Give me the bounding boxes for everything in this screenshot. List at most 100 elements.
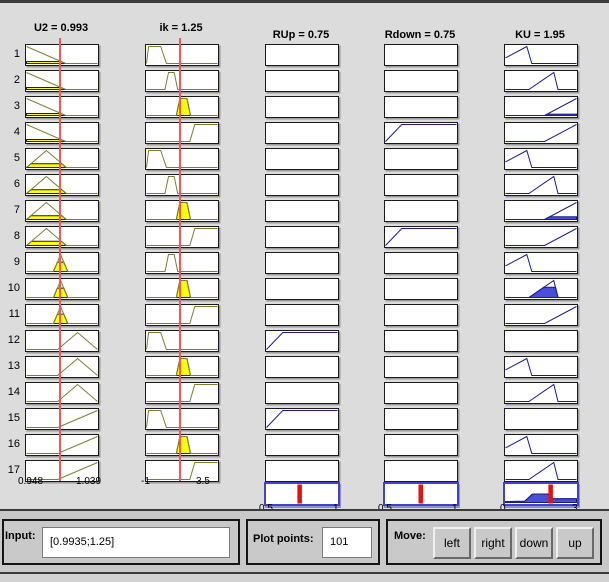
- rule-1-U2-plot[interactable]: [25, 44, 99, 66]
- move-left-button[interactable]: left: [433, 527, 471, 559]
- rule-13-Rdown-plot[interactable]: [384, 356, 458, 378]
- rule-9-Rdown-plot[interactable]: [384, 252, 458, 274]
- rule-8-U2-plot[interactable]: [25, 226, 99, 248]
- rule-2-KU-plot[interactable]: [504, 70, 578, 92]
- rule-11-KU-plot[interactable]: [504, 304, 578, 326]
- rule-5-Rdown-plot[interactable]: [384, 148, 458, 170]
- plot-points-field[interactable]: 101: [322, 527, 372, 558]
- rule-2-U2-plot[interactable]: [25, 70, 99, 92]
- rule-number-10[interactable]: 10: [7, 282, 20, 294]
- rule-14-KU-plot[interactable]: [504, 382, 578, 404]
- rule-number-16[interactable]: 16: [7, 438, 20, 450]
- rule-15-RUp-plot[interactable]: [265, 408, 339, 430]
- rule-1-RUp-plot[interactable]: [265, 44, 339, 66]
- rule-3-Rdown-plot[interactable]: [384, 96, 458, 118]
- rule-13-KU-plot[interactable]: [504, 356, 578, 378]
- rule-number-14[interactable]: 14: [7, 386, 20, 398]
- rule-14-RUp-plot[interactable]: [265, 382, 339, 404]
- rule-5-U2-plot[interactable]: [25, 148, 99, 170]
- rule-number-6[interactable]: 6: [13, 178, 20, 190]
- rule-number-15[interactable]: 15: [7, 412, 20, 424]
- rule-17-KU-plot[interactable]: [504, 460, 578, 482]
- rule-number-9[interactable]: 9: [13, 256, 20, 268]
- rule-6-Rdown-plot[interactable]: [384, 174, 458, 196]
- rule-10-ik-plot[interactable]: [145, 278, 219, 300]
- rule-number-8[interactable]: 8: [13, 230, 20, 242]
- rule-11-ik-plot[interactable]: [145, 304, 219, 326]
- rule-4-ik-plot[interactable]: [145, 122, 219, 144]
- rule-1-ik-plot[interactable]: [145, 44, 219, 66]
- rule-4-KU-plot[interactable]: [504, 122, 578, 144]
- rule-number-11[interactable]: 11: [8, 308, 20, 320]
- rule-2-ik-plot[interactable]: [145, 70, 219, 92]
- rule-10-KU-plot[interactable]: [504, 278, 578, 300]
- rule-2-Rdown-plot[interactable]: [384, 70, 458, 92]
- rule-8-Rdown-plot[interactable]: [384, 226, 458, 248]
- rule-14-Rdown-plot[interactable]: [384, 382, 458, 404]
- rule-10-U2-plot[interactable]: [25, 278, 99, 300]
- rule-15-ik-plot[interactable]: [145, 408, 219, 430]
- rule-6-RUp-plot[interactable]: [265, 174, 339, 196]
- rule-12-KU-plot[interactable]: [504, 330, 578, 352]
- rule-1-KU-plot[interactable]: [504, 44, 578, 66]
- rule-11-U2-plot[interactable]: [25, 304, 99, 326]
- rule-8-RUp-plot[interactable]: [265, 226, 339, 248]
- rule-14-U2-plot[interactable]: [25, 382, 99, 404]
- rule-9-KU-plot[interactable]: [504, 252, 578, 274]
- rule-17-RUp-plot[interactable]: [265, 460, 339, 482]
- rule-13-ik-plot[interactable]: [145, 356, 219, 378]
- rule-7-U2-plot[interactable]: [25, 200, 99, 222]
- rule-12-U2-plot[interactable]: [25, 330, 99, 352]
- rule-12-ik-plot[interactable]: [145, 330, 219, 352]
- rule-number-7[interactable]: 7: [13, 204, 20, 216]
- rule-number-12[interactable]: 12: [7, 334, 20, 346]
- rule-3-RUp-plot[interactable]: [265, 96, 339, 118]
- move-right-button[interactable]: right: [474, 527, 512, 559]
- rule-5-ik-plot[interactable]: [145, 148, 219, 170]
- rule-15-U2-plot[interactable]: [25, 408, 99, 430]
- rule-number-1[interactable]: 1: [13, 48, 20, 60]
- rule-13-RUp-plot[interactable]: [265, 356, 339, 378]
- ik-value-line[interactable]: [179, 38, 181, 481]
- rule-12-Rdown-plot[interactable]: [384, 330, 458, 352]
- rule-16-U2-plot[interactable]: [25, 434, 99, 456]
- rule-number-13[interactable]: 13: [7, 360, 20, 372]
- rule-17-U2-plot[interactable]: [25, 460, 99, 482]
- rule-9-RUp-plot[interactable]: [265, 252, 339, 274]
- rule-7-KU-plot[interactable]: [504, 200, 578, 222]
- rule-number-17[interactable]: 17: [7, 464, 20, 476]
- rule-number-3[interactable]: 3: [13, 100, 20, 112]
- rule-16-RUp-plot[interactable]: [265, 434, 339, 456]
- rule-8-ik-plot[interactable]: [145, 226, 219, 248]
- rule-11-Rdown-plot[interactable]: [384, 304, 458, 326]
- rule-number-4[interactable]: 4: [13, 126, 20, 138]
- rule-number-2[interactable]: 2: [13, 74, 20, 86]
- rule-7-ik-plot[interactable]: [145, 200, 219, 222]
- rule-16-ik-plot[interactable]: [145, 434, 219, 456]
- rule-11-RUp-plot[interactable]: [265, 304, 339, 326]
- rule-8-KU-plot[interactable]: [504, 226, 578, 248]
- rule-6-U2-plot[interactable]: [25, 174, 99, 196]
- rule-4-Rdown-plot[interactable]: [384, 122, 458, 144]
- rule-17-ik-plot[interactable]: [145, 460, 219, 482]
- rule-16-KU-plot[interactable]: [504, 434, 578, 456]
- move-up-button[interactable]: up: [556, 527, 594, 559]
- rule-4-U2-plot[interactable]: [25, 122, 99, 144]
- rule-9-ik-plot[interactable]: [145, 252, 219, 274]
- rule-14-ik-plot[interactable]: [145, 382, 219, 404]
- rule-4-RUp-plot[interactable]: [265, 122, 339, 144]
- rule-5-RUp-plot[interactable]: [265, 148, 339, 170]
- move-down-button[interactable]: down: [515, 527, 553, 559]
- rule-17-Rdown-plot[interactable]: [384, 460, 458, 482]
- rule-6-ik-plot[interactable]: [145, 174, 219, 196]
- rule-2-RUp-plot[interactable]: [265, 70, 339, 92]
- rule-9-U2-plot[interactable]: [25, 252, 99, 274]
- rule-12-RUp-plot[interactable]: [265, 330, 339, 352]
- rule-15-Rdown-plot[interactable]: [384, 408, 458, 430]
- rule-10-RUp-plot[interactable]: [265, 278, 339, 300]
- u2-value-line[interactable]: [59, 38, 61, 481]
- rule-7-Rdown-plot[interactable]: [384, 200, 458, 222]
- rule-13-U2-plot[interactable]: [25, 356, 99, 378]
- rule-7-RUp-plot[interactable]: [265, 200, 339, 222]
- rule-number-5[interactable]: 5: [13, 152, 20, 164]
